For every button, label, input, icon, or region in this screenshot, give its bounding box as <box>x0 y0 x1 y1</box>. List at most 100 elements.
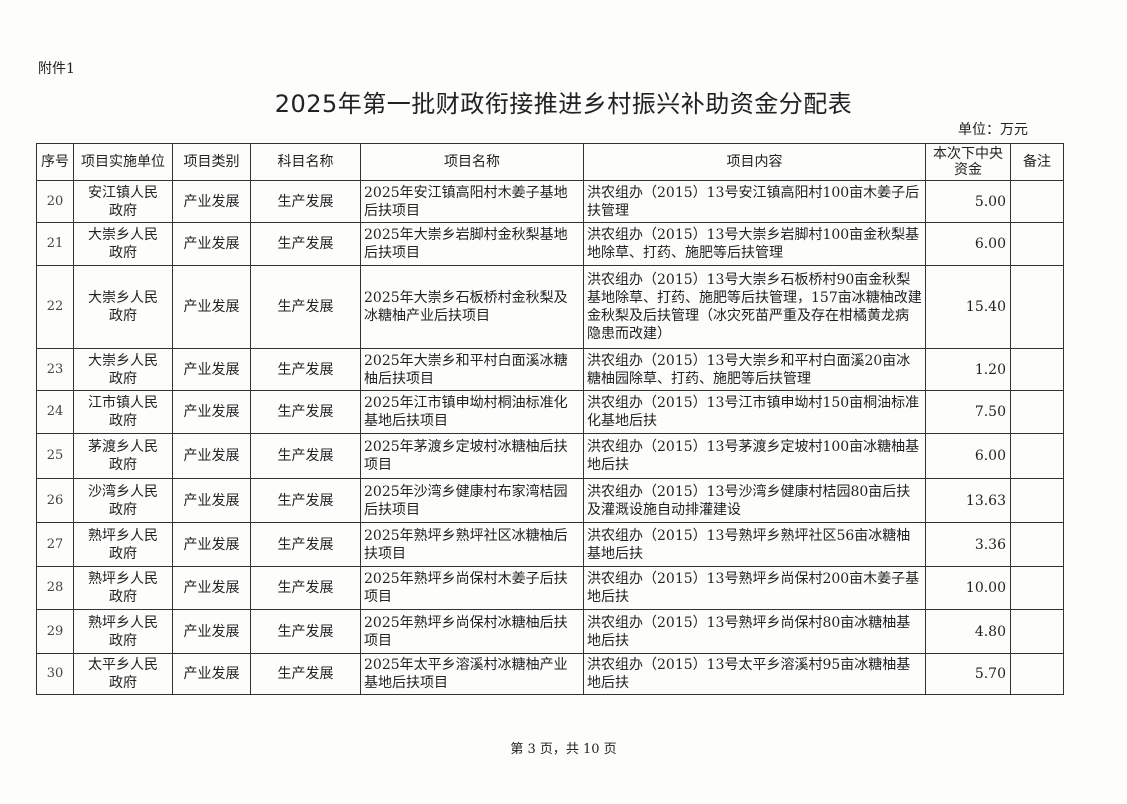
project-content-cell: 洪农组办（2015）13号安江镇高阳村100亩木姜子后扶管理 <box>583 180 926 223</box>
amount-cell: 5.00 <box>925 180 1011 223</box>
attachment-label: 附件1 <box>38 61 75 77</box>
project-name-cell: 2025年茅渡乡定坡村冰糖柚后扶项目 <box>360 433 584 479</box>
project-content-cell: 洪农组办（2015）13号熟坪乡熟坪社区56亩冰糖柚基地后扶 <box>583 522 926 567</box>
implementing-unit-cell: 熟坪乡人民政府 <box>73 566 173 610</box>
project-content-cell: 洪农组办（2015）13号茅渡乡定坡村100亩冰糖柚基地后扶 <box>583 433 926 479</box>
note-cell <box>1010 180 1064 223</box>
row-number-cell: 21 <box>36 222 74 266</box>
row-number-cell: 22 <box>36 265 74 349</box>
subject-name-cell: 生产发展 <box>250 522 361 567</box>
table-row: 27 熟坪乡人民政府 产业发展 生产发展 2025年熟坪乡熟坪社区冰糖柚后扶项目 洪农组办… <box>36 522 1064 567</box>
amount-cell: 15.40 <box>925 265 1011 349</box>
header-amount: 本次下中央资金 <box>925 143 1011 181</box>
project-content-cell: 洪农组办（2015）13号大崇乡和平村白面溪20亩冰糖柚园除草、打药、施肥等后扶… <box>583 348 926 391</box>
header-unit: 项目实施单位 <box>73 143 173 181</box>
implementing-unit-cell: 安江镇人民政府 <box>73 180 173 223</box>
note-cell <box>1010 222 1064 266</box>
row-number-cell: 20 <box>36 180 74 223</box>
subject-name-cell: 生产发展 <box>250 390 361 434</box>
project-content-cell: 洪农组办（2015）13号江市镇申坳村150亩桐油标准化基地后扶 <box>583 390 926 434</box>
project-name-cell: 2025年江市镇申坳村桐油标准化基地后扶项目 <box>360 390 584 434</box>
implementing-unit-cell: 大崇乡人民政府 <box>73 265 173 349</box>
table-row: 21 大崇乡人民政府 产业发展 生产发展 2025年大崇乡岩脚村金秋梨基地后扶项目 洪农组… <box>36 222 1064 266</box>
project-content-cell: 洪农组办（2015）13号熟坪乡尚保村200亩木姜子基地后扶 <box>583 566 926 610</box>
subject-name-cell: 生产发展 <box>250 653 361 695</box>
project-name-cell: 2025年熟坪乡尚保村木姜子后扶项目 <box>360 566 584 610</box>
project-content-cell: 洪农组办（2015）13号熟坪乡尚保村80亩冰糖柚基地后扶 <box>583 609 926 654</box>
amount-cell: 10.00 <box>925 566 1011 610</box>
table-row: 26 沙湾乡人民政府 产业发展 生产发展 2025年沙湾乡健康村布家湾桔园后扶项目 洪农组… <box>36 478 1064 523</box>
row-number-cell: 29 <box>36 609 74 654</box>
row-number-cell: 27 <box>36 522 74 567</box>
project-content-cell: 洪农组办（2015）13号大崇乡岩脚村100亩金秋梨基地除草、打药、施肥等后扶管… <box>583 222 926 266</box>
amount-cell: 1.20 <box>925 348 1011 391</box>
project-content-cell: 洪农组办（2015）13号太平乡溶溪村95亩冰糖柚基地后扶 <box>583 653 926 695</box>
implementing-unit-cell: 大崇乡人民政府 <box>73 348 173 391</box>
project-name-cell: 2025年太平乡溶溪村冰糖柚产业基地后扶项目 <box>360 653 584 695</box>
project-category-cell: 产业发展 <box>172 566 251 610</box>
header-project-name: 项目名称 <box>360 143 584 181</box>
subject-name-cell: 生产发展 <box>250 609 361 654</box>
header-subject: 科目名称 <box>250 143 361 181</box>
table-row: 30 太平乡人民政府 产业发展 生产发展 2025年太平乡溶溪村冰糖柚产业基地后扶项目洪… <box>36 653 1064 695</box>
note-cell <box>1010 566 1064 610</box>
note-cell <box>1010 522 1064 567</box>
subject-name-cell: 生产发展 <box>250 348 361 391</box>
unit-label: 单位：万元 <box>958 122 1028 138</box>
note-cell <box>1010 348 1064 391</box>
project-category-cell: 产业发展 <box>172 390 251 434</box>
note-cell <box>1010 265 1064 349</box>
amount-cell: 6.00 <box>925 222 1011 266</box>
row-number-cell: 24 <box>36 390 74 434</box>
project-category-cell: 产业发展 <box>172 522 251 567</box>
row-number-cell: 23 <box>36 348 74 391</box>
project-category-cell: 产业发展 <box>172 265 251 349</box>
row-number-cell: 26 <box>36 478 74 523</box>
project-name-cell: 2025年大崇乡和平村白面溪冰糖柚后扶项目 <box>360 348 584 391</box>
project-category-cell: 产业发展 <box>172 222 251 266</box>
table-row: 29 熟坪乡人民政府 产业发展 生产发展 2025年熟坪乡尚保村冰糖柚后扶项目 洪农组办（… <box>36 609 1064 654</box>
amount-cell: 7.50 <box>925 390 1011 434</box>
header-no: 序号 <box>36 143 74 181</box>
project-name-cell: 2025年沙湾乡健康村布家湾桔园后扶项目 <box>360 478 584 523</box>
implementing-unit-cell: 大崇乡人民政府 <box>73 222 173 266</box>
header-project-content: 项目内容 <box>583 143 926 181</box>
note-cell <box>1010 433 1064 479</box>
subject-name-cell: 生产发展 <box>250 180 361 223</box>
implementing-unit-cell: 熟坪乡人民政府 <box>73 522 173 567</box>
subject-name-cell: 生产发展 <box>250 265 361 349</box>
subject-name-cell: 生产发展 <box>250 566 361 610</box>
project-content-cell: 洪农组办（2015）13号大崇乡石板桥村90亩金秋梨基地除草、打药、施肥等后扶管… <box>583 265 926 349</box>
table-row: 22 大崇乡人民政府 产业发展 生产发展 2025年大崇乡石板桥村金秋梨及冰糖柚产业后扶… <box>36 265 1064 349</box>
header-note: 备注 <box>1010 143 1064 181</box>
note-cell <box>1010 653 1064 695</box>
header-category: 项目类别 <box>172 143 251 181</box>
project-name-cell: 2025年大崇乡石板桥村金秋梨及冰糖柚产业后扶项目 <box>360 265 584 349</box>
table-row: 25 茅渡乡人民政府 产业发展 生产发展 2025年茅渡乡定坡村冰糖柚后扶项目 洪农组办（… <box>36 433 1064 479</box>
page-number: 第 3 页，共 10 页 <box>510 742 617 757</box>
amount-cell: 5.70 <box>925 653 1011 695</box>
amount-cell: 13.63 <box>925 478 1011 523</box>
table-row: 23 大崇乡人民政府 产业发展 生产发展 2025年大崇乡和平村白面溪冰糖柚后扶项目 洪农… <box>36 348 1064 391</box>
implementing-unit-cell: 江市镇人民政府 <box>73 390 173 434</box>
row-number-cell: 30 <box>36 653 74 695</box>
implementing-unit-cell: 熟坪乡人民政府 <box>73 609 173 654</box>
project-category-cell: 产业发展 <box>172 348 251 391</box>
project-name-cell: 2025年安江镇高阳村木姜子基地后扶项目 <box>360 180 584 223</box>
subject-name-cell: 生产发展 <box>250 478 361 523</box>
project-category-cell: 产业发展 <box>172 653 251 695</box>
project-name-cell: 2025年熟坪乡尚保村冰糖柚后扶项目 <box>360 609 584 654</box>
project-category-cell: 产业发展 <box>172 478 251 523</box>
project-category-cell: 产业发展 <box>172 180 251 223</box>
implementing-unit-cell: 茅渡乡人民政府 <box>73 433 173 479</box>
row-number-cell: 25 <box>36 433 74 479</box>
amount-cell: 6.00 <box>925 433 1011 479</box>
subject-name-cell: 生产发展 <box>250 433 361 479</box>
amount-cell: 4.80 <box>925 609 1011 654</box>
table-row: 28 熟坪乡人民政府 产业发展 生产发展 2025年熟坪乡尚保村木姜子后扶项目 洪农组办（… <box>36 566 1064 610</box>
note-cell <box>1010 609 1064 654</box>
note-cell <box>1010 478 1064 523</box>
project-content-cell: 洪农组办（2015）13号沙湾乡健康村桔园80亩后扶及灌溉设施自动排灌建设 <box>583 478 926 523</box>
implementing-unit-cell: 沙湾乡人民政府 <box>73 478 173 523</box>
